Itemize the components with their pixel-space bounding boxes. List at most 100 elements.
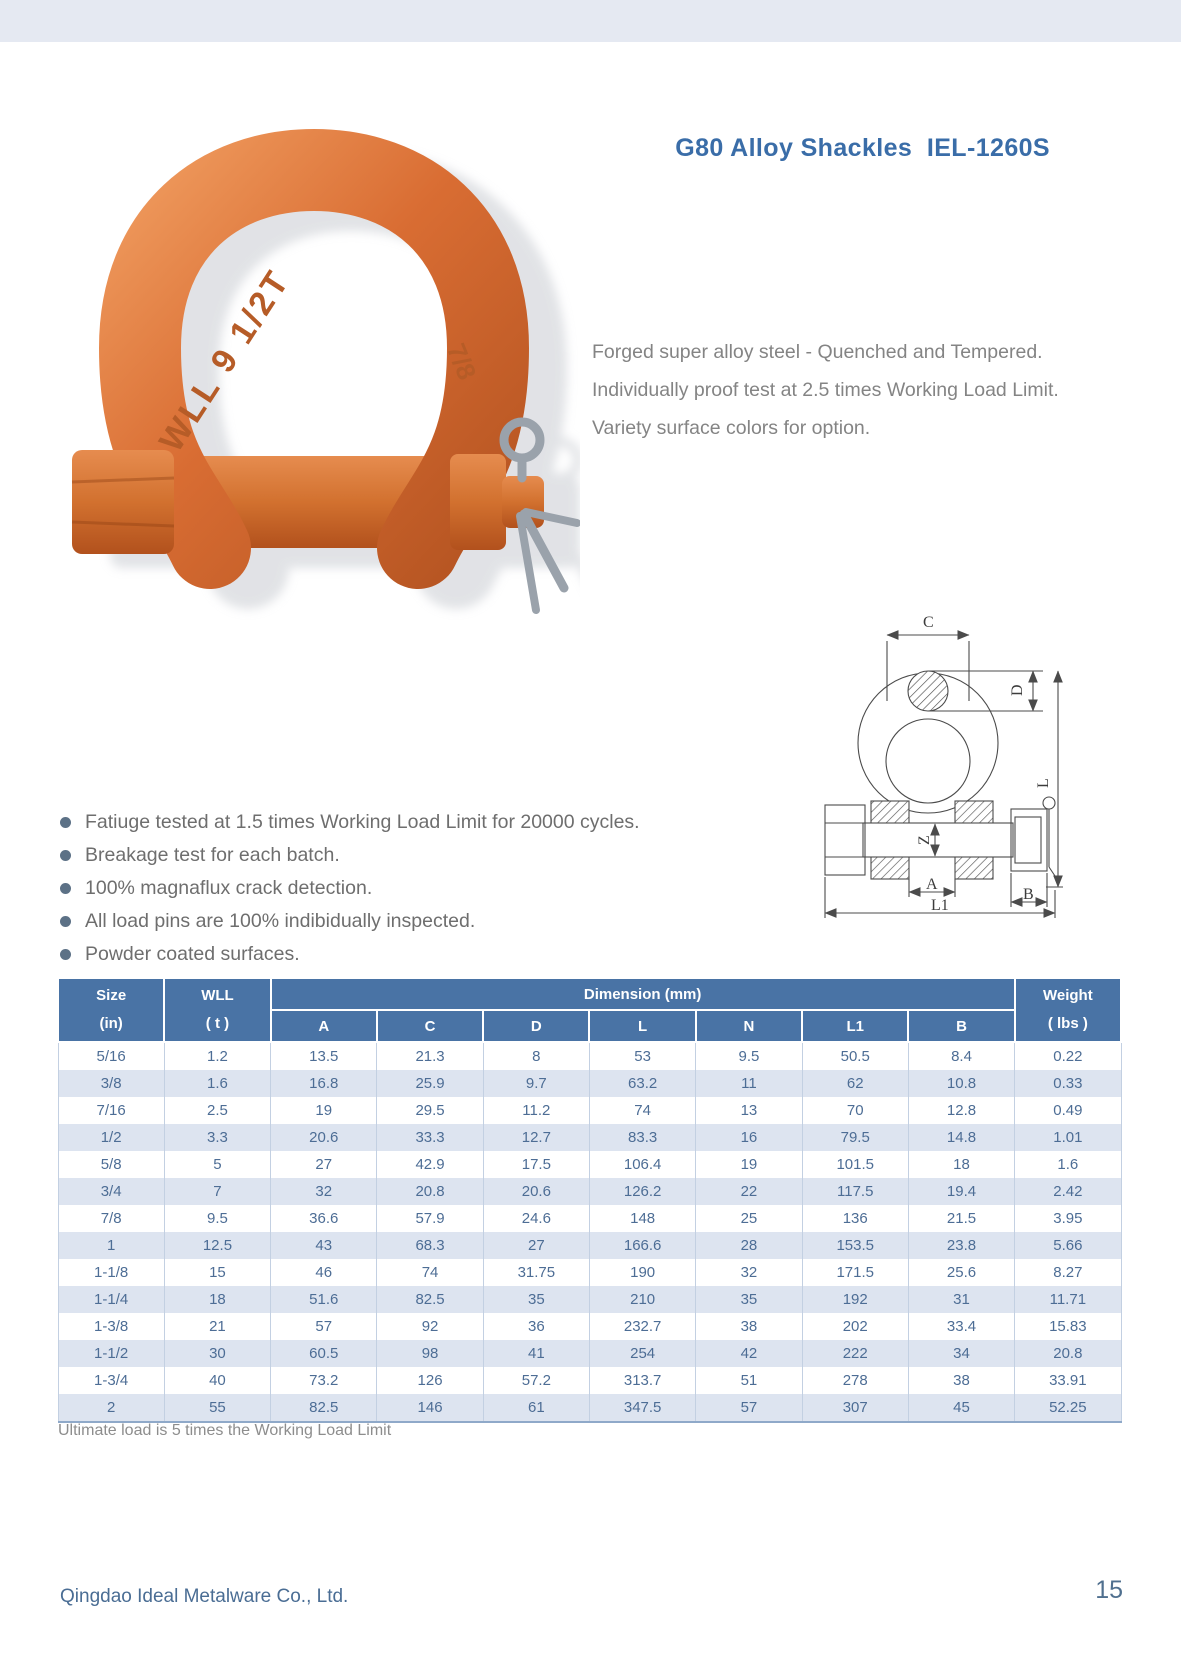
feature-item: 100% magnaflux crack detection. xyxy=(58,872,640,905)
table-cell: 166.6 xyxy=(588,1232,697,1259)
table-cell: 41 xyxy=(482,1340,590,1367)
table-cell: 117.5 xyxy=(801,1178,909,1205)
product-description: Forged super alloy steel - Quenched and … xyxy=(592,333,1059,447)
table-cell: 1.6 xyxy=(163,1070,272,1097)
table-cell: 27 xyxy=(482,1232,590,1259)
table-cell: 8.4 xyxy=(907,1042,1016,1070)
page-title: G80 Alloy Shackles IEL-1260S xyxy=(675,134,1050,162)
feature-item: Powder coated surfaces. xyxy=(58,938,640,971)
table-cell: 31.75 xyxy=(482,1259,590,1286)
table-cell: 32 xyxy=(695,1259,803,1286)
table-cell: 74 xyxy=(588,1097,697,1124)
shackle-bow xyxy=(98,128,530,589)
table-cell: 25.9 xyxy=(376,1070,484,1097)
table-cell: 19 xyxy=(270,1097,378,1124)
table-cell: 190 xyxy=(588,1259,697,1286)
table-cell: 307 xyxy=(801,1394,909,1423)
table-cell: 21.5 xyxy=(907,1205,1016,1232)
table-cell: 5.66 xyxy=(1014,1232,1122,1259)
table-row: 3/8 1.6 16.8 25.9 9.7 63.2 11 62 10.8 0.33 xyxy=(57,1070,1122,1097)
table-cell: 63.2 xyxy=(588,1070,697,1097)
table-cell: 34 xyxy=(907,1340,1016,1367)
table-cell: 15.83 xyxy=(1014,1313,1122,1340)
table-cell: 30 xyxy=(163,1340,272,1367)
table-cell: 278 xyxy=(801,1367,909,1394)
table-cell: 52.25 xyxy=(1014,1394,1122,1423)
table-row: 1-3/8 21 57 92 36 232.7 38 202 33.4 15.83 xyxy=(57,1313,1122,1340)
description-line: Variety surface colors for option. xyxy=(592,417,871,439)
table-cell: 62 xyxy=(801,1070,909,1097)
diagram-label-z: Z xyxy=(916,835,933,845)
table-cell: 192 xyxy=(801,1286,909,1313)
table-cell: 1/2 xyxy=(57,1124,165,1151)
shackle-photo-illustration: WLL 9 1/2T 7/8 xyxy=(71,128,609,614)
feature-item: Fatiuge tested at 1.5 times Working Load… xyxy=(58,806,640,839)
table-cell: 13 xyxy=(695,1097,803,1124)
table-cell: 35 xyxy=(482,1286,590,1313)
table-cell: 222 xyxy=(801,1340,909,1367)
table-cell: 9.5 xyxy=(163,1205,272,1232)
table-cell: 53 xyxy=(588,1042,697,1070)
table-row: 7/8 9.5 36.6 57.9 24.6 148 25 136 21.5 3.95 xyxy=(57,1205,1122,1232)
table-cell: 13.5 xyxy=(270,1042,378,1070)
shackle-left-nut xyxy=(71,450,175,554)
col-header-dimension-group: Dimension (mm) xyxy=(269,977,1016,1011)
table-header-row-1: Size (in) WLL ( t ) Dimension (mm) Weigh… xyxy=(56,977,1123,1043)
diagram-label-b: B xyxy=(1023,886,1034,903)
table-cell: 0.49 xyxy=(1014,1097,1122,1124)
table-row: 1-3/4 40 73.2 126 57.2 313.7 51 278 38 33.91 xyxy=(57,1367,1122,1394)
table-cell: 7/16 xyxy=(57,1097,165,1124)
table-cell: 35 xyxy=(695,1286,803,1313)
table-cell: 5/16 xyxy=(57,1042,165,1070)
table-cell: 12.5 xyxy=(163,1232,272,1259)
table-cell: 146 xyxy=(376,1394,484,1423)
table-cell: 23.8 xyxy=(907,1232,1016,1259)
table-cell: 50.5 xyxy=(801,1042,909,1070)
cotter-pin xyxy=(499,417,581,614)
table-cell: 5/8 xyxy=(57,1151,165,1178)
table-cell: 38 xyxy=(907,1367,1016,1394)
table-cell: 82.5 xyxy=(376,1286,484,1313)
table-cell: 24.6 xyxy=(482,1205,590,1232)
table-cell: 210 xyxy=(588,1286,697,1313)
table-row: 1/2 3.3 20.6 33.3 12.7 83.3 16 79.5 14.8 1.01 xyxy=(57,1124,1122,1151)
dimension-diagram: C D L Z A B L1 xyxy=(815,605,1065,920)
table-cell: 1-3/8 xyxy=(57,1313,165,1340)
table-cell: 61 xyxy=(482,1394,590,1423)
description-line: Individually proof test at 2.5 times Wor… xyxy=(592,379,1059,401)
table-row: 2 55 82.5 146 61 347.5 57 307 45 52.25 xyxy=(57,1394,1122,1423)
table-cell: 17.5 xyxy=(482,1151,590,1178)
table-cell: 57 xyxy=(270,1313,378,1340)
table-cell: 18 xyxy=(907,1151,1016,1178)
table-cell: 126 xyxy=(376,1367,484,1394)
table-cell: 20.8 xyxy=(1014,1340,1122,1367)
diagram-label-c: C xyxy=(923,614,934,631)
table-cell: 38 xyxy=(695,1313,803,1340)
table-cell: 347.5 xyxy=(588,1394,697,1423)
col-header-l: L xyxy=(588,1009,697,1043)
table-cell: 46 xyxy=(270,1259,378,1286)
table-cell: 79.5 xyxy=(801,1124,909,1151)
table-cell: 25 xyxy=(695,1205,803,1232)
table-cell: 2.42 xyxy=(1014,1178,1122,1205)
table-cell: 1-3/4 xyxy=(57,1367,165,1394)
table-cell: 16 xyxy=(695,1124,803,1151)
table-row: 1-1/2 30 60.5 98 41 254 42 222 34 20.8 xyxy=(57,1340,1122,1367)
table-cell: 29.5 xyxy=(376,1097,484,1124)
table-cell: 51 xyxy=(695,1367,803,1394)
table-cell: 36 xyxy=(482,1313,590,1340)
table-cell: 3.3 xyxy=(163,1124,272,1151)
table-row: 1-1/8 15 46 74 31.75 190 32 171.5 25.6 8.27 xyxy=(57,1259,1122,1286)
table-cell: 11 xyxy=(695,1070,803,1097)
table-cell: 57.9 xyxy=(376,1205,484,1232)
table-cell: 57 xyxy=(695,1394,803,1423)
table-row: 5/16 1.2 13.5 21.3 8 53 9.5 50.5 8.4 0.22 xyxy=(57,1042,1122,1070)
table-cell: 8 xyxy=(482,1042,590,1070)
shackle-dimension-drawing: C D L Z A B L1 xyxy=(824,614,1063,918)
table-cell: 12.8 xyxy=(907,1097,1016,1124)
table-cell: 57.2 xyxy=(482,1367,590,1394)
table-cell: 1-1/2 xyxy=(57,1340,165,1367)
table-cell: 33.4 xyxy=(907,1313,1016,1340)
feature-item: Breakage test for each batch. xyxy=(58,839,640,872)
